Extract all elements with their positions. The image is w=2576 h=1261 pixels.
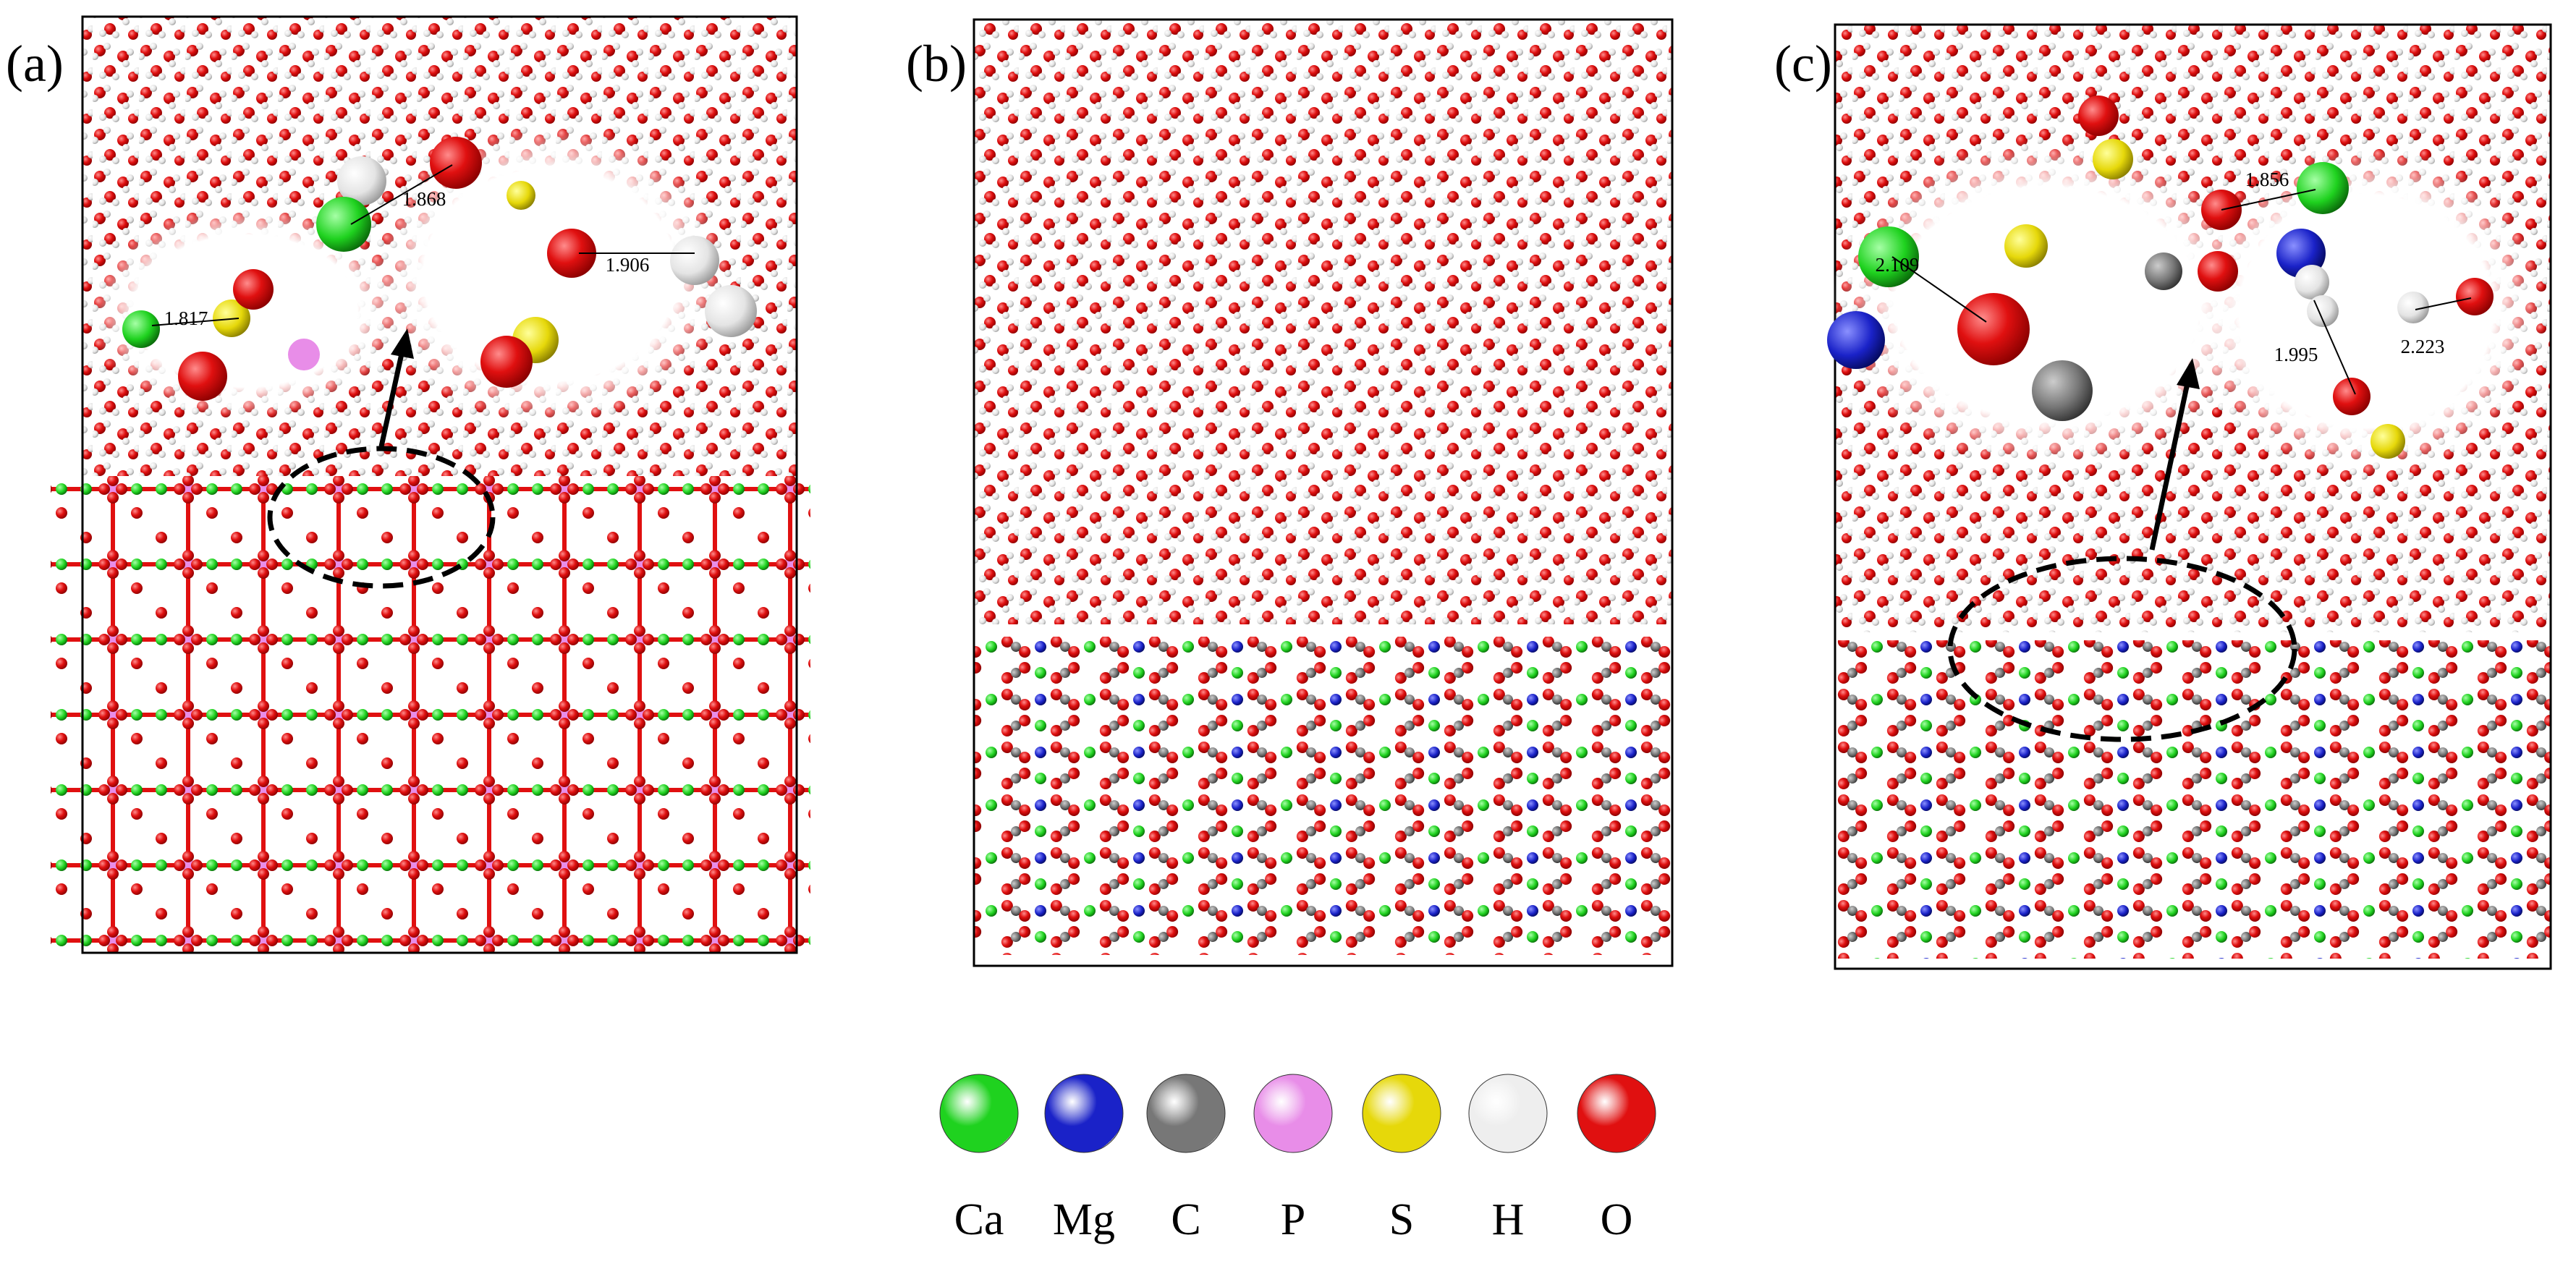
legend-sphere — [939, 1074, 1019, 1153]
legend-label: O — [1601, 1195, 1633, 1244]
panel-a: (a) 1.868 1.906 1.817 — [6, 15, 810, 954]
arrow — [378, 347, 406, 447]
legend-sphere — [1044, 1074, 1124, 1153]
panel-label: (b) — [906, 35, 967, 93]
legend-label: Ca — [954, 1195, 1004, 1244]
distance-label: 1.817 — [164, 307, 208, 329]
zoom-inset — [369, 123, 731, 427]
cell-box — [973, 18, 1674, 967]
panel-label: (c) — [1774, 35, 1832, 93]
distance-line — [1891, 256, 1987, 323]
distance-line — [2313, 300, 2356, 395]
cell-box — [81, 15, 798, 954]
arrow-head — [2177, 358, 2200, 389]
crystal-layer — [1835, 640, 2551, 959]
distance-line — [151, 318, 240, 326]
legend: Ca Mg C P S H O — [939, 1074, 1656, 1244]
crystal-layer — [974, 637, 1672, 955]
legend-sphere — [1146, 1074, 1226, 1153]
legend-sphere — [1362, 1074, 1441, 1153]
distance-label: 2.109 — [1876, 254, 1920, 276]
distance-label: 1.995 — [2274, 344, 2318, 365]
legend-sphere — [1253, 1074, 1333, 1153]
crystal-layer — [51, 476, 810, 954]
distance-label: 1.906 — [606, 254, 650, 276]
arrow — [2149, 379, 2191, 551]
arrow-head — [391, 328, 414, 359]
legend-label: H — [1492, 1195, 1525, 1244]
distance-label: 1.868 — [402, 188, 446, 210]
distance-line — [350, 164, 453, 225]
legend-label: S — [1389, 1195, 1414, 1244]
zoom-atoms — [1827, 95, 2494, 459]
highlight-ellipse — [267, 446, 496, 589]
legend-sphere — [1577, 1074, 1656, 1153]
highlight-ellipse — [1947, 556, 2297, 742]
cell-box — [1834, 23, 2552, 970]
distance-label: 1.856 — [2245, 169, 2289, 190]
distance-label: 2.223 — [2401, 336, 2445, 357]
legend-label: P — [1281, 1195, 1305, 1244]
zoom-inset — [2185, 145, 2547, 477]
distance-line — [2415, 297, 2472, 310]
distance-line — [2221, 189, 2316, 211]
legend-label: Mg — [1053, 1195, 1115, 1244]
legend-label: C — [1171, 1195, 1200, 1244]
panel-b: (b) — [906, 18, 1674, 967]
panel-c: (c) 1.856 2.109 1.995 2.223 — [1774, 23, 2552, 970]
panel-label: (a) — [6, 35, 64, 93]
water-layer — [974, 20, 1672, 624]
legend-sphere — [1468, 1074, 1548, 1153]
zoom-inset — [1831, 137, 2265, 470]
